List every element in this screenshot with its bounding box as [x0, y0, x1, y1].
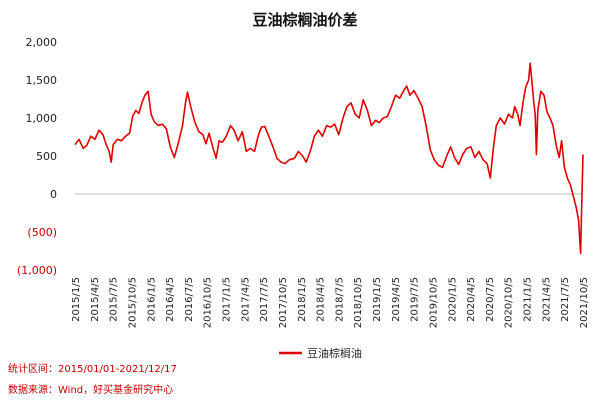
- x-tick-label: 2017/4/5: [240, 277, 251, 322]
- y-tick-label: 2,000: [26, 36, 58, 49]
- y-tick-label: 500: [36, 150, 57, 163]
- x-tick-label: 2016/10/5: [203, 277, 214, 328]
- x-tick-label: 2016/4/5: [165, 277, 176, 322]
- x-tick-label: 2020/1/5: [447, 277, 458, 322]
- y-tick-label: 1,000: [26, 112, 58, 125]
- series-line: [74, 62, 584, 255]
- plot-area: [74, 62, 584, 255]
- x-tick-label: 2017/10/5: [278, 277, 289, 328]
- x-tick-label: 2018/4/5: [316, 277, 327, 322]
- legend: 豆油棕榈油: [279, 346, 362, 360]
- y-tick-label: (1,000): [17, 264, 57, 277]
- x-tick-label: 2015/7/5: [109, 277, 120, 322]
- x-tick-label: 2020/10/5: [504, 277, 515, 328]
- x-tick-label: 2017/1/5: [222, 277, 233, 322]
- x-tick-label: 2015/1/5: [71, 277, 82, 322]
- x-tick-label: 2019/7/5: [410, 277, 421, 322]
- x-tick-label: 2019/4/5: [391, 277, 402, 322]
- x-tick-label: 2018/10/5: [353, 277, 364, 328]
- x-tick-label: 2018/1/5: [297, 277, 308, 322]
- x-tick-label: 2020/4/5: [466, 277, 477, 322]
- date-range-note: 统计区间：2015/01/01-2021/12/17: [8, 364, 177, 375]
- x-tick-label: 2021/4/5: [541, 277, 552, 322]
- x-tick-label: 2021/1/5: [523, 277, 534, 322]
- y-tick-label: 0: [50, 188, 57, 201]
- x-tick-label: 2016/1/5: [146, 277, 157, 322]
- y-axis: 2,000 1,500 1,000 500 0 (500) (1,000): [17, 36, 57, 277]
- x-tick-label: 2019/1/5: [372, 277, 383, 322]
- x-tick-label: 2017/7/5: [259, 277, 270, 322]
- y-tick-label: 1,500: [26, 74, 58, 87]
- x-tick-label: 2015/10/5: [127, 277, 138, 328]
- x-tick-label: 2021/7/5: [560, 277, 571, 322]
- x-tick-label: 2021/10/5: [579, 277, 590, 328]
- chart-title: 豆油棕榈油价差: [252, 11, 357, 29]
- x-axis: 2015/1/5 2015/4/5 2015/7/5 2015/10/5 2016/1/…: [71, 193, 590, 328]
- legend-label: 豆油棕榈油: [307, 346, 362, 360]
- x-tick-label: 2018/7/5: [334, 277, 345, 322]
- x-tick-label: 2019/10/5: [429, 277, 440, 328]
- x-tick-label: 2020/7/5: [485, 277, 496, 322]
- x-tick-label: 2015/4/5: [90, 277, 101, 322]
- x-tick-label: 2016/7/5: [184, 277, 195, 322]
- source-note: 数据来源：Wind，好买基金研究中心: [8, 385, 174, 396]
- y-tick-label: (500): [27, 226, 57, 239]
